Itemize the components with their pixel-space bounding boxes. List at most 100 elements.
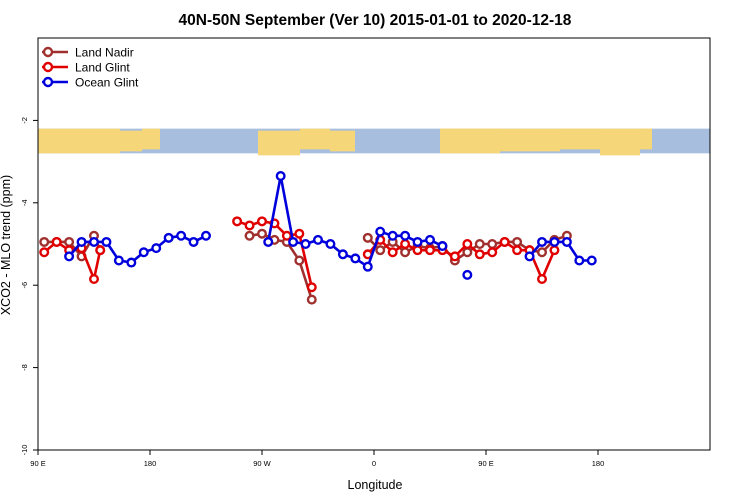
data-point <box>537 236 548 247</box>
data-point <box>549 236 560 247</box>
data-point <box>375 226 386 237</box>
data-point <box>101 236 112 247</box>
data-point <box>512 245 523 256</box>
data-point <box>462 238 473 249</box>
legend-marker <box>42 61 54 73</box>
data-point <box>64 236 75 247</box>
x-axis-label: Longitude <box>348 478 403 492</box>
y-tick-label: -2 <box>20 117 29 124</box>
legend-label: Land Glint <box>75 61 130 75</box>
data-point <box>232 216 243 227</box>
map-land <box>38 128 120 154</box>
map-land <box>300 128 330 150</box>
data-point <box>188 236 199 247</box>
map-land <box>440 128 652 137</box>
series-line <box>366 238 556 281</box>
data-point <box>462 247 473 258</box>
data-point <box>512 236 523 247</box>
legend-marker <box>42 46 54 58</box>
data-point <box>574 255 585 266</box>
data-point <box>362 232 373 243</box>
chart-title: 40N-50N September (Ver 10) 2015-01-01 to… <box>179 12 572 29</box>
data-point <box>487 238 498 249</box>
x-tick-label: 0 <box>372 459 376 468</box>
data-point <box>474 249 485 260</box>
data-point <box>275 171 286 182</box>
data-point <box>561 236 572 247</box>
data-point <box>294 255 305 266</box>
data-point <box>126 257 137 268</box>
data-point <box>375 245 386 256</box>
data-point <box>294 228 305 239</box>
data-point <box>64 251 75 262</box>
series-ocean-glint <box>64 171 597 280</box>
data-point <box>412 245 423 256</box>
data-point <box>337 249 348 260</box>
data-point <box>138 247 149 258</box>
data-point <box>281 230 292 241</box>
data-point <box>387 230 398 241</box>
data-point <box>586 255 597 266</box>
x-tick-label: 180 <box>144 459 157 468</box>
series-land-glint <box>39 216 560 293</box>
data-point <box>437 241 448 252</box>
data-point <box>39 247 50 258</box>
data-point <box>362 261 373 272</box>
data-point <box>39 236 50 247</box>
legend-marker <box>42 76 54 88</box>
data-point <box>163 232 174 243</box>
y-axis-label: XCO2 - MLO trend (ppm) <box>0 175 13 315</box>
plot-area <box>39 171 597 305</box>
data-point <box>499 236 510 247</box>
y-tick-label: -8 <box>20 364 29 371</box>
data-point <box>176 230 187 241</box>
data-point <box>549 245 560 256</box>
data-point <box>257 228 268 239</box>
map-land <box>142 128 160 150</box>
x-tick-label: 90 W <box>253 459 271 468</box>
data-point <box>88 236 99 247</box>
data-point <box>400 230 411 241</box>
data-point <box>151 243 162 254</box>
data-point <box>487 247 498 258</box>
data-point <box>537 274 548 285</box>
legend-label: Ocean Glint <box>75 76 139 90</box>
world-map-strip <box>38 128 710 156</box>
data-point <box>200 230 211 241</box>
y-tick-label: -6 <box>20 282 29 289</box>
data-point <box>244 220 255 231</box>
data-point <box>449 251 460 262</box>
x-tick-label: 90 E <box>478 459 493 468</box>
data-point <box>425 234 436 245</box>
data-point <box>257 216 268 227</box>
data-point <box>400 247 411 258</box>
data-point <box>474 238 485 249</box>
data-point <box>325 238 336 249</box>
data-point <box>537 247 548 258</box>
data-point <box>306 282 317 293</box>
data-point <box>425 245 436 256</box>
data-point <box>400 238 411 249</box>
data-point <box>306 294 317 305</box>
data-point <box>51 236 62 247</box>
data-point <box>462 269 473 280</box>
data-point <box>387 247 398 258</box>
y-tick-label: -10 <box>20 445 29 456</box>
data-point <box>88 274 99 285</box>
data-point <box>412 236 423 247</box>
data-point <box>524 251 535 262</box>
data-point <box>350 253 361 264</box>
legend-label: Land Nadir <box>75 46 134 60</box>
map-land <box>120 130 142 152</box>
data-point <box>113 255 124 266</box>
x-tick-label: 180 <box>592 459 605 468</box>
data-point <box>95 245 106 256</box>
map-land <box>330 130 355 152</box>
data-point <box>244 230 255 241</box>
data-point <box>300 238 311 249</box>
data-point <box>288 236 299 247</box>
map-land <box>258 130 300 156</box>
